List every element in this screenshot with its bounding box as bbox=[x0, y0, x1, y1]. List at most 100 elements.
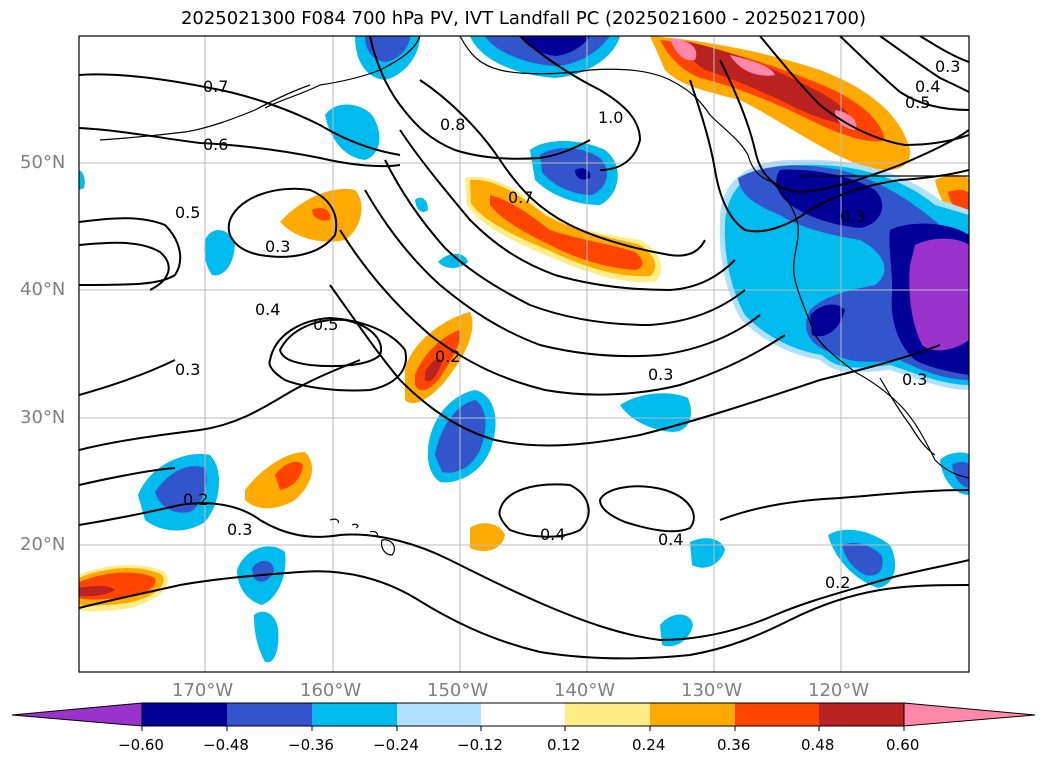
map-layers: 0.7 0.6 0.5 0.3 0.4 0.5 0.3 0.8 1.0 0.7 … bbox=[79, 36, 969, 672]
colorbar-segment bbox=[565, 703, 650, 726]
negative-anomaly-small-7 bbox=[254, 611, 279, 663]
positive-anomaly-pink-2 bbox=[730, 55, 775, 76]
contour-label: 0.5 bbox=[175, 203, 200, 222]
contour-label: 0.7 bbox=[203, 77, 228, 96]
contour-0.7-mid bbox=[419, 79, 706, 257]
contour-pnw-2 bbox=[719, 59, 969, 194]
lat-label-40n: 40°N bbox=[20, 279, 66, 300]
contour-pnw-6 bbox=[919, 36, 969, 63]
negative-anomaly-small-10-core bbox=[842, 543, 883, 576]
contour-label: 0.3 bbox=[902, 370, 927, 389]
negative-anomaly-small-4 bbox=[415, 197, 428, 212]
colorbar-min-extend bbox=[11, 702, 143, 727]
contour-label: 0.2 bbox=[183, 490, 208, 509]
colorbar-tick-label: −0.24 bbox=[373, 736, 419, 754]
positive-anomaly-gulf-alaska-inner bbox=[680, 40, 855, 125]
negative-anomaly-edge-1 bbox=[79, 170, 85, 190]
positive-anomaly-150w-inner bbox=[425, 358, 442, 382]
lon-label-160w: 160°W bbox=[300, 680, 362, 701]
colorbar-tick-label: 0.24 bbox=[632, 736, 666, 754]
negative-anomaly-142w-mid bbox=[540, 148, 607, 195]
contour-pnw bbox=[689, 79, 969, 233]
contour-label: 0.4 bbox=[540, 525, 565, 544]
colorbar-tick-label: 0.60 bbox=[886, 736, 920, 754]
pv-contours bbox=[79, 36, 969, 660]
colorbar-segment bbox=[481, 703, 565, 726]
contour-0.4-loop-east2 bbox=[598, 485, 695, 533]
hawaii-islands bbox=[329, 518, 395, 556]
contour-label: 0.3 bbox=[227, 520, 252, 539]
contour-0.2-east bbox=[329, 284, 941, 447]
contour-label: 0.7 bbox=[508, 188, 533, 207]
colorbar-segment bbox=[819, 703, 904, 726]
positive-anomaly-165w-core bbox=[275, 461, 303, 490]
negative-anomaly-165w-core bbox=[155, 466, 207, 513]
baja-california bbox=[879, 377, 936, 456]
lon-label-120w: 120°W bbox=[808, 680, 870, 701]
positive-anomaly-143w bbox=[470, 523, 505, 552]
contour-0.3-mid bbox=[339, 229, 786, 396]
contour-label: 0.3 bbox=[935, 57, 960, 76]
contour-0.4-loop-east bbox=[498, 483, 590, 538]
map-title: 2025021300 F084 700 hPa PV, IVT Landfall… bbox=[180, 8, 867, 29]
contour-0.7-north bbox=[79, 73, 401, 156]
contour-0.8-north bbox=[369, 36, 591, 160]
colorbar-tick-label: −0.12 bbox=[457, 736, 503, 754]
contour-label: 0.3 bbox=[175, 360, 200, 379]
contour-0.2-mid bbox=[79, 359, 361, 451]
colorbar-border bbox=[141, 702, 905, 727]
lon-label-170w: 170°W bbox=[172, 680, 234, 701]
na-west-coast bbox=[771, 181, 969, 479]
positive-anomaly-diagonal-red bbox=[490, 195, 643, 270]
filled-anomalies bbox=[79, 36, 969, 663]
colorbar-tick-label: −0.60 bbox=[118, 736, 164, 754]
contour-0.3-west bbox=[79, 359, 176, 396]
colorbar-segment bbox=[312, 703, 397, 726]
contour-labels: 0.7 0.6 0.5 0.3 0.4 0.5 0.3 0.8 1.0 0.7 … bbox=[175, 57, 960, 592]
contour-label: 0.4 bbox=[658, 530, 683, 549]
contour-pnw-4 bbox=[839, 36, 969, 111]
alaska-coast bbox=[264, 36, 773, 183]
contour-label: 0.3 bbox=[648, 365, 673, 384]
colorbar-segment bbox=[142, 703, 227, 726]
contour-label: 1.0 bbox=[598, 108, 623, 127]
colorbar-segment bbox=[397, 703, 481, 726]
contour-0.3-loop bbox=[227, 187, 338, 258]
negative-anomaly-142w-core bbox=[575, 168, 591, 180]
contour-label: 0.3 bbox=[265, 237, 290, 256]
lat-label-20n: 20°N bbox=[20, 534, 66, 555]
lat-label-30n: 30°N bbox=[20, 407, 66, 428]
contour-label: 0.2 bbox=[435, 347, 460, 366]
contour-1.0 bbox=[519, 36, 642, 171]
contour-label: 0.5 bbox=[905, 93, 930, 112]
negative-anomaly-north2-core bbox=[520, 36, 590, 56]
contour-0.5-mid bbox=[384, 159, 746, 327]
contour-0.6-mid bbox=[399, 129, 736, 292]
contour-label: 0.5 bbox=[313, 315, 338, 334]
lon-label-150w: 150°W bbox=[427, 680, 489, 701]
negative-anomaly-pnw-core3 bbox=[810, 304, 845, 337]
lat-label-50n: 50°N bbox=[20, 152, 66, 173]
contour-label: 0.3 bbox=[840, 207, 865, 226]
contour-label: 0.4 bbox=[255, 300, 280, 319]
colorbar-max-extend bbox=[903, 702, 1036, 727]
colorbar-tick-label: −0.36 bbox=[288, 736, 334, 754]
positive-anomaly-far-west-core bbox=[79, 585, 115, 597]
contour-label: 0.4 bbox=[915, 77, 940, 96]
colorbar-segment bbox=[227, 703, 312, 726]
contour-east-sub bbox=[719, 489, 969, 521]
map-frame bbox=[78, 35, 970, 673]
negative-anomaly-small-5 bbox=[620, 393, 692, 432]
negative-anomaly-small-11-core bbox=[952, 461, 969, 488]
colorbar-tick-label: −0.48 bbox=[203, 736, 249, 754]
contour-pnw-3 bbox=[759, 36, 969, 147]
positive-anomaly-160w-core bbox=[312, 208, 331, 221]
contour-0.5-west bbox=[79, 217, 182, 286]
negative-anomaly-small-9 bbox=[690, 538, 725, 568]
colorbar-tick-label: 0.12 bbox=[547, 736, 581, 754]
contour-0.2-south bbox=[79, 570, 969, 660]
colorbar-tick-label: 0.36 bbox=[717, 736, 751, 754]
lon-label-130w: 130°W bbox=[681, 680, 743, 701]
contour-0.4-loop bbox=[268, 316, 407, 392]
